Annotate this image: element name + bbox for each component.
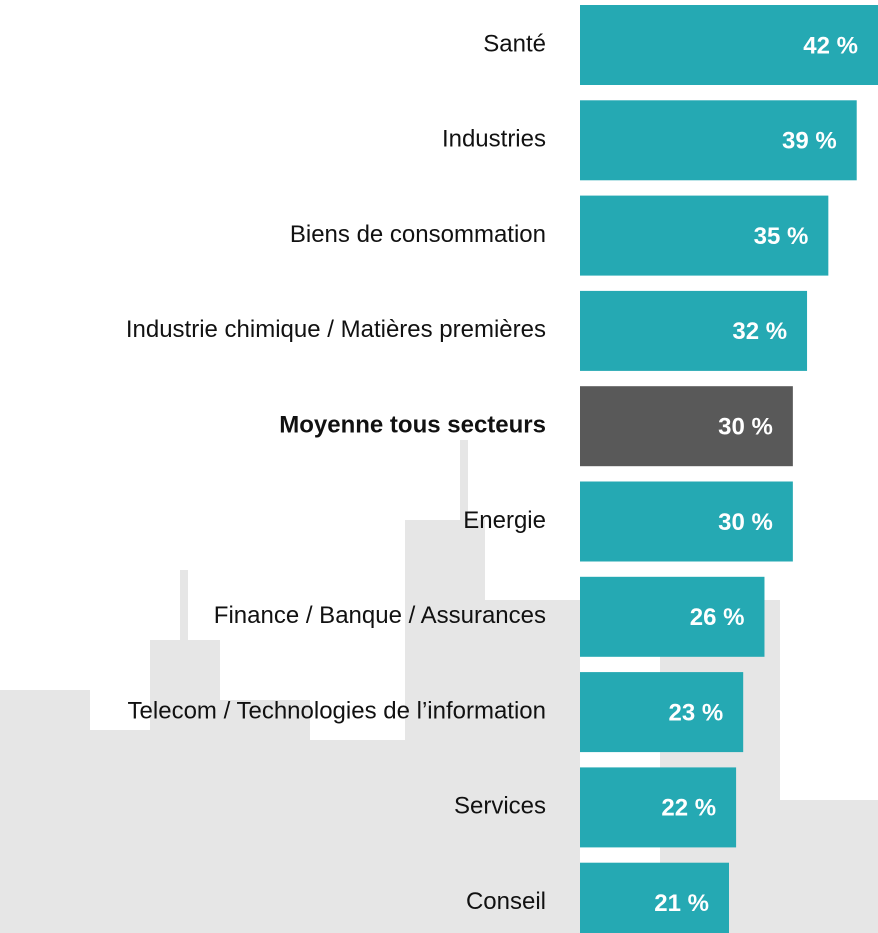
value-label: 39 % [782,128,837,155]
category-label: Industries [442,126,546,153]
category-label: Telecom / Technologies de l’information [128,697,546,724]
bar [580,290,808,371]
category-label: Finance / Banque / Assurances [214,602,546,629]
bar [580,481,793,562]
bar [580,767,737,848]
value-label: 32 % [732,318,787,345]
value-label: 21 % [654,890,709,917]
value-label: 22 % [661,795,716,822]
bar [580,862,729,933]
value-label: 23 % [668,699,723,726]
category-label: Industrie chimique / Matières premières [126,316,546,343]
category-label: Moyenne tous secteurs [279,412,546,439]
bar [580,386,793,467]
value-label: 42 % [803,32,858,59]
bar [580,672,744,753]
bar [580,195,829,276]
category-label: Santé [483,30,546,57]
value-label: 26 % [690,604,745,631]
value-label: 30 % [718,414,773,441]
category-label: Services [454,793,546,820]
category-label: Biens de consommation [290,221,546,248]
bar [580,100,857,181]
bar [580,5,878,85]
category-label: Energie [463,507,546,534]
value-label: 35 % [754,223,809,250]
value-label: 30 % [718,509,773,536]
category-label: Conseil [466,888,546,915]
bar [580,576,765,657]
